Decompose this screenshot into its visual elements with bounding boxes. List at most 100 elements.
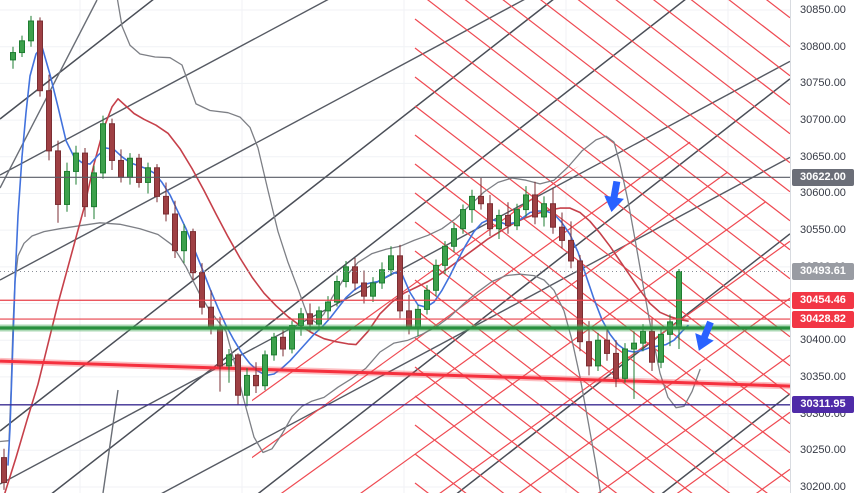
thick-red-trendline[interactable]: [0, 357, 790, 390]
axis-label: 30700.00: [800, 114, 846, 127]
candle: [334, 281, 340, 303]
slow-ma-line: [4, 98, 689, 493]
candle: [595, 339, 601, 367]
candle: [163, 195, 169, 215]
axis-label: 30800.00: [800, 40, 846, 53]
candle: [37, 20, 43, 92]
candle: [631, 342, 637, 350]
down-arrow-2-icon[interactable]: [690, 318, 720, 354]
down-arrow-1-icon[interactable]: [602, 180, 627, 214]
axis-label: 30750.00: [800, 77, 846, 90]
candle: [658, 333, 664, 363]
candle: [19, 40, 25, 54]
candle: [640, 330, 646, 344]
candle: [190, 231, 196, 274]
candle: [100, 123, 106, 174]
axis-label: 30550.00: [800, 224, 846, 237]
axis-label: 30600.00: [800, 187, 846, 200]
candle: [325, 301, 331, 312]
candle: [361, 282, 367, 297]
candle: [577, 260, 583, 343]
axis-label: 30400.00: [800, 334, 846, 347]
candle: [442, 245, 448, 266]
axis-label: 30350.00: [800, 370, 846, 383]
candle: [370, 282, 376, 297]
red-hatch-ascending[interactable]: [240, 0, 790, 493]
candle: [316, 310, 322, 325]
candle: [514, 209, 520, 227]
candle: [1, 457, 7, 484]
axis-label: 30200.00: [800, 480, 846, 493]
band-upper-line: [116, 0, 701, 409]
candle: [505, 214, 511, 227]
price-badge: 30622.00: [792, 168, 854, 186]
candle: [352, 266, 358, 284]
candle: [145, 167, 151, 183]
candle: [217, 326, 223, 367]
candle: [451, 228, 457, 247]
price-axis[interactable]: 30850.00 30800.00 30750.00 30700.00 30650.00…: [790, 0, 856, 493]
candle: [46, 90, 52, 152]
candle: [532, 194, 538, 218]
candle: [586, 341, 592, 367]
candle: [649, 330, 655, 363]
candle: [253, 374, 259, 387]
candle: [127, 157, 133, 178]
candle: [181, 231, 187, 252]
candle: [28, 20, 34, 42]
candle: [397, 255, 403, 312]
candle: [487, 203, 493, 230]
candle: [388, 255, 394, 271]
candle: [10, 52, 16, 61]
axis-label: 30250.00: [800, 444, 846, 457]
candle: [343, 266, 349, 283]
candle: [613, 352, 619, 379]
candle: [271, 336, 277, 356]
candle: [559, 226, 565, 241]
price-badge: 30493.61: [792, 263, 854, 281]
candle: [541, 203, 547, 218]
candle: [208, 306, 214, 328]
axis-label: 30850.00: [800, 4, 846, 16]
candle: [469, 195, 475, 211]
candle: [109, 123, 115, 161]
candle: [244, 374, 250, 396]
candle: [478, 195, 484, 205]
candle: [550, 203, 556, 228]
candles-layer: [1, 15, 682, 490]
band-lower-line: [0, 222, 602, 493]
candle: [73, 152, 79, 172]
candle: [298, 313, 304, 327]
candle: [262, 354, 268, 387]
price-badge: 30428.82: [792, 310, 854, 328]
candle: [154, 167, 160, 197]
candle: [280, 336, 286, 350]
price-badge: 30311.95: [792, 396, 854, 414]
candle: [136, 157, 142, 183]
candle: [226, 354, 232, 367]
candle: [433, 264, 439, 291]
chart-canvas[interactable]: [0, 0, 790, 493]
candle: [172, 213, 178, 252]
fast-ma-line: [7, 45, 689, 466]
axis-label: 30650.00: [800, 150, 846, 163]
candle: [118, 159, 124, 178]
candle: [523, 194, 529, 211]
candle: [496, 214, 502, 230]
candle: [91, 172, 97, 208]
candle: [64, 170, 70, 205]
candle: [289, 325, 295, 350]
red-hatch-descending[interactable]: [414, 0, 790, 493]
candle: [415, 308, 421, 328]
arrow-annotations[interactable]: [602, 180, 720, 355]
price-badge: 30454.46: [792, 291, 854, 309]
candle: [568, 239, 574, 262]
candle: [622, 348, 628, 379]
candle: [460, 209, 466, 230]
candle: [604, 339, 610, 354]
candle: [235, 354, 241, 396]
candle: [82, 152, 88, 208]
candle: [199, 272, 205, 308]
candle: [379, 269, 385, 284]
